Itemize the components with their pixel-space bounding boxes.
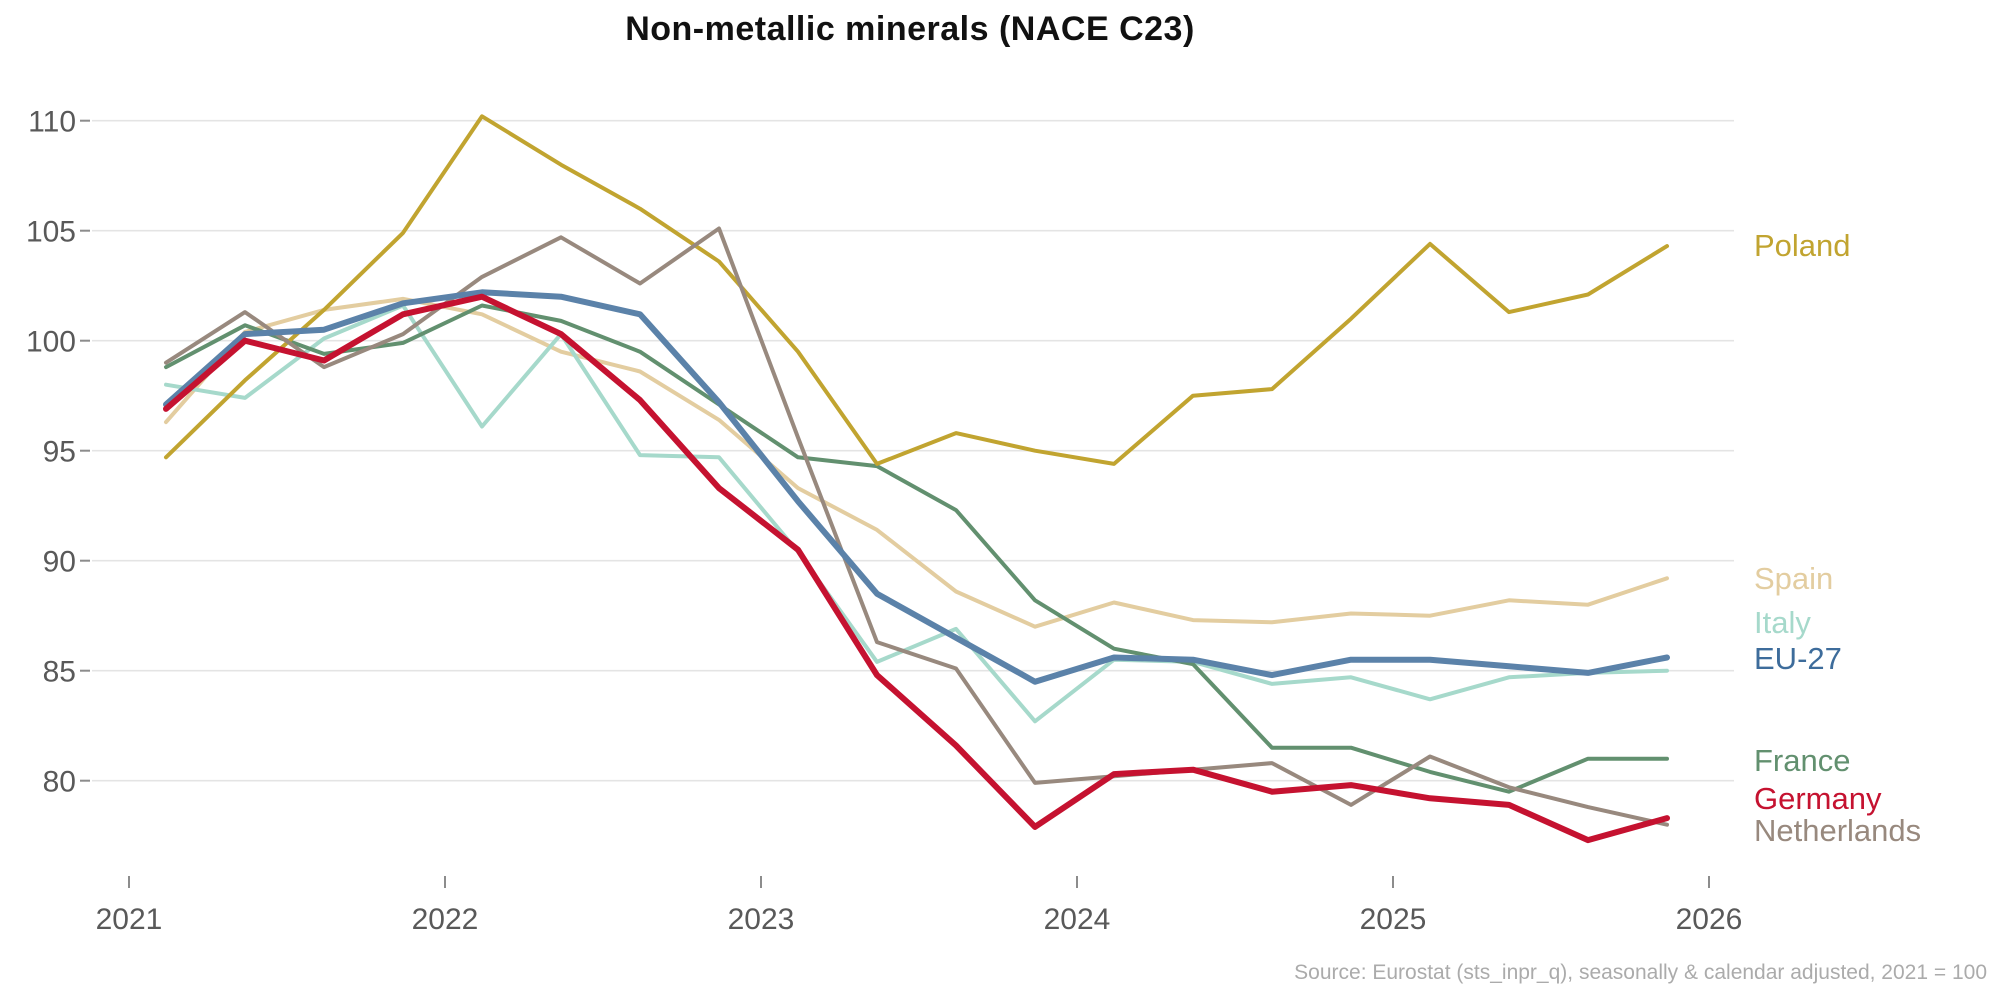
x-axis-label-2024: 2024 <box>1044 903 1111 936</box>
legend-label-germany: Germany <box>1754 781 1882 816</box>
series-line-eu-27 <box>163 289 1670 685</box>
x-axis-label-2022: 2022 <box>412 903 479 936</box>
legend-label-poland: Poland <box>1754 228 1851 263</box>
x-axis-label-2025: 2025 <box>1360 903 1427 936</box>
series-line-germany <box>163 293 1670 844</box>
series-line-netherlands <box>164 226 1669 827</box>
y-axis-label-100: 100 <box>26 326 76 359</box>
source-note: Source: Eurostat (sts_inpr_q), seasonall… <box>1294 961 1987 984</box>
x-axis-label-2023: 2023 <box>728 903 795 936</box>
legend-label-spain: Spain <box>1754 561 1833 596</box>
legend-label-france: France <box>1754 743 1850 778</box>
y-axis-label-85: 85 <box>43 656 76 689</box>
legend-label-eu-27: EU-27 <box>1754 641 1842 676</box>
x-axis-label-2021: 2021 <box>96 903 163 936</box>
chart-title: Non-metallic minerals (NACE C23) <box>625 10 1195 48</box>
y-axis-label-80: 80 <box>43 766 76 799</box>
series-line-france <box>164 303 1669 794</box>
y-axis-label-105: 105 <box>26 216 76 249</box>
legend-label-netherlands: Netherlands <box>1754 813 1921 848</box>
y-axis-label-95: 95 <box>43 436 76 469</box>
x-axis-label-2026: 2026 <box>1676 903 1743 936</box>
legend-label-italy: Italy <box>1754 605 1811 640</box>
y-axis-label-90: 90 <box>43 546 76 579</box>
series-line-spain <box>164 296 1669 629</box>
y-axis-label-110: 110 <box>28 106 76 139</box>
series-line-poland <box>164 114 1669 466</box>
